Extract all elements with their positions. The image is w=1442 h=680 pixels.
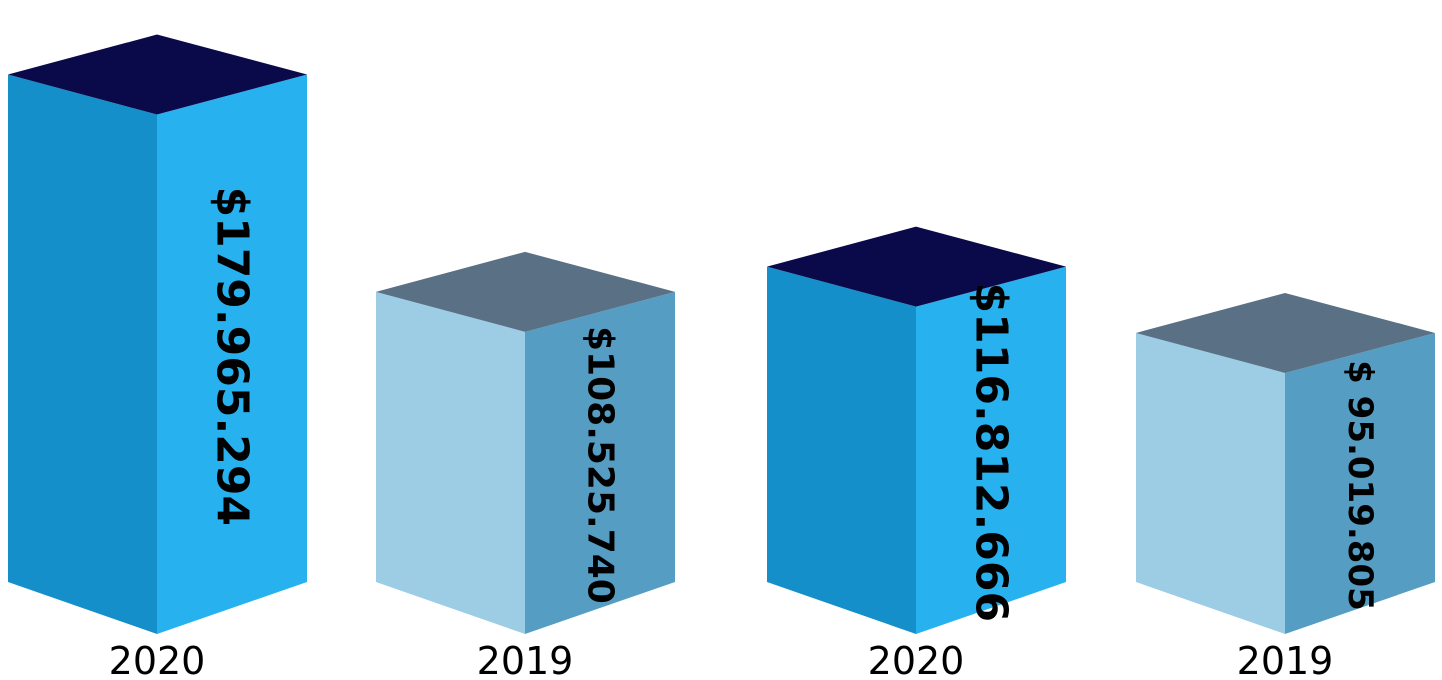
bar-front-face: [1136, 332, 1285, 634]
bar-front-face: [8, 74, 157, 635]
bar-side-face: [1285, 332, 1435, 634]
bar-2: $108.525.740: [376, 251, 675, 634]
bar-3: $116.812.666: [767, 226, 1066, 634]
bar-1: $179.965.294: [8, 34, 307, 635]
bar-value-label: $116.812.666: [966, 283, 1017, 623]
bar-top-face: [376, 251, 675, 332]
bar-side-face: [916, 266, 1066, 634]
x-tick-label: 2020: [109, 639, 206, 680]
bar-4: $ 95.019.805: [1136, 292, 1435, 634]
x-tick-label: 2019: [477, 639, 574, 680]
x-tick-label: 2020: [868, 639, 965, 680]
bar-top-face: [767, 226, 1066, 307]
x-axis-labels: 2020 2019 2020 2019: [109, 639, 1334, 680]
bar-front-face: [767, 266, 916, 634]
bar-value-label: $108.525.740: [580, 326, 621, 604]
bar-side-face: [157, 74, 307, 635]
bar-value-label: $179.965.294: [207, 186, 258, 526]
bar-top-face: [1136, 292, 1435, 373]
bar-side-face: [525, 291, 675, 634]
x-tick-label: 2019: [1237, 639, 1334, 680]
bar-front-face: [376, 291, 525, 634]
bar-value-label: $ 95.019.805: [1340, 360, 1380, 611]
bars-group: $179.965.294 $108.525.740 $116.812.666 $ 95…: [8, 34, 1435, 635]
bar-top-face: [8, 34, 307, 115]
